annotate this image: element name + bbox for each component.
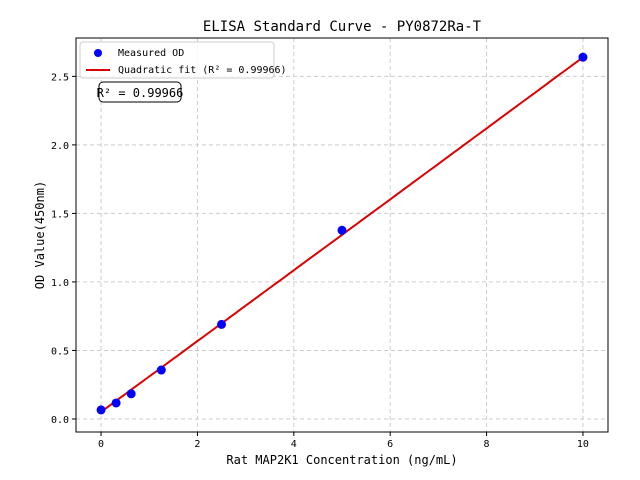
data-point (96, 405, 106, 415)
r2-annotation-text: R² = 0.99966 (97, 86, 184, 100)
data-point (217, 319, 227, 329)
plot-frame (75, 37, 609, 433)
y-tick-label: 1.0 (51, 278, 69, 289)
legend-label-fit: Quadratic fit (R² = 0.99966) (118, 65, 287, 76)
y-tick-label: 2.0 (51, 141, 69, 152)
data-point (156, 365, 166, 375)
data-point (126, 389, 136, 399)
legend-label-measured: Measured OD (118, 48, 184, 59)
y-tick-label: 0.0 (51, 415, 69, 426)
x-axis-label: Rat MAP2K1 Concentration (ng/mL) (226, 453, 457, 467)
y-tick-label: 0.5 (51, 346, 69, 357)
x-tick-label: 8 (484, 439, 490, 450)
legend-marker-measured (94, 49, 102, 57)
y-axis-label: OD Value(450nm) (33, 181, 47, 289)
data-point (111, 398, 121, 408)
legend: Measured OD Quadratic fit (R² = 0.99966) (79, 41, 287, 79)
chart-title: ELISA Standard Curve - PY0872Ra-T (203, 19, 482, 35)
data-point (578, 52, 588, 62)
x-tick-label: 6 (387, 439, 393, 450)
x-tick-label: 2 (194, 439, 200, 450)
r2-annotation: R² = 0.99966 (97, 81, 184, 103)
y-tick-label: 2.5 (51, 72, 69, 83)
x-tick-label: 10 (577, 439, 589, 450)
x-tick-label: 0 (98, 439, 104, 450)
data-point (337, 225, 347, 235)
fit-line (100, 56, 584, 413)
y-tick-label: 1.5 (51, 209, 69, 220)
x-tick-label: 4 (291, 439, 297, 450)
